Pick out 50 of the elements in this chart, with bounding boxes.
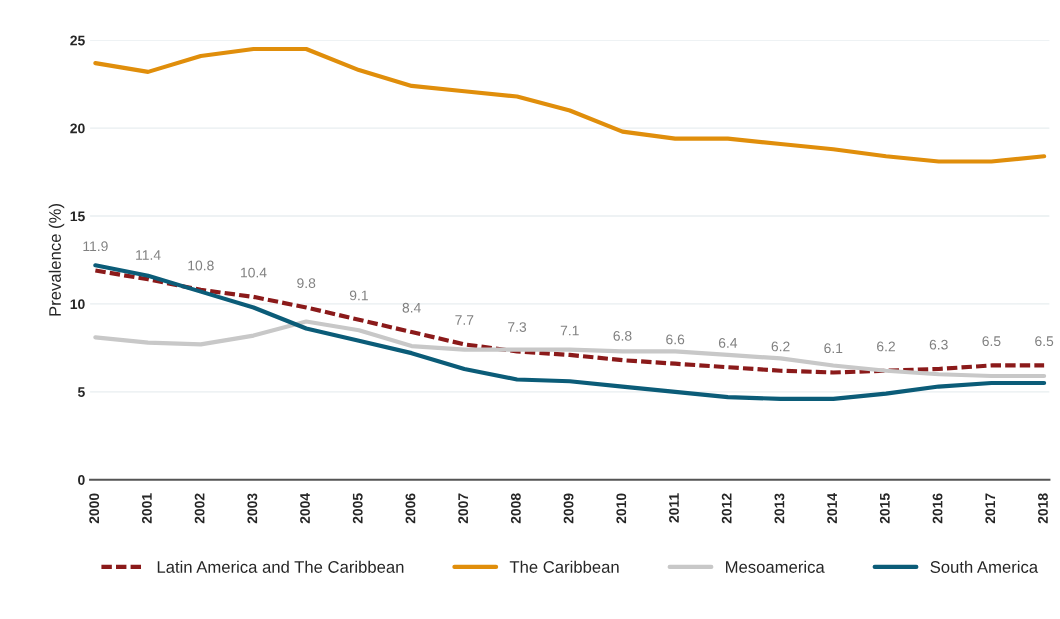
x-tick-label: 2018 bbox=[1038, 493, 1048, 524]
data-label: 6.8 bbox=[613, 330, 632, 341]
y-tick-label: 25 bbox=[70, 35, 85, 46]
data-label: 6.2 bbox=[771, 341, 790, 352]
data-label: 6.1 bbox=[824, 343, 843, 354]
x-tick-label: 2016 bbox=[932, 493, 943, 524]
legend-label: South America bbox=[930, 560, 1039, 573]
x-tick-label: 2013 bbox=[774, 493, 785, 524]
x-tick-label: 2012 bbox=[721, 493, 732, 524]
data-label: 11.4 bbox=[136, 250, 161, 260]
y-tick-label: 10 bbox=[70, 299, 85, 310]
y-tick-label: 15 bbox=[70, 211, 85, 222]
y-tick-label: 0 bbox=[78, 475, 85, 485]
x-tick-label: 2003 bbox=[247, 493, 258, 524]
data-label: 6.6 bbox=[666, 334, 685, 345]
x-tick-label: 2008 bbox=[510, 493, 521, 524]
data-label: 10.4 bbox=[241, 267, 267, 278]
data-label: 6.2 bbox=[877, 341, 895, 352]
x-tick-label: 2015 bbox=[879, 493, 890, 524]
data-label: 9.1 bbox=[349, 290, 368, 301]
x-tick-label: 2009 bbox=[563, 493, 574, 524]
data-label: 11.9 bbox=[83, 241, 108, 252]
y-axis-title: Prevalence (%) bbox=[48, 204, 65, 316]
line-series bbox=[93, 46, 1047, 164]
data-label: 6.5 bbox=[1035, 336, 1054, 347]
data-label: 6.3 bbox=[929, 339, 948, 350]
x-tick-label: 2000 bbox=[89, 493, 100, 524]
data-label: 7.3 bbox=[508, 322, 527, 332]
legend-label: Latin America and The Caribbean bbox=[157, 560, 404, 573]
data-label: 8.4 bbox=[402, 302, 421, 313]
data-label: 10.8 bbox=[188, 260, 214, 271]
y-tick-label: 5 bbox=[77, 387, 85, 397]
y-tick-label: 20 bbox=[70, 123, 85, 134]
x-tick-label: 2005 bbox=[352, 493, 363, 524]
x-tick-label: 2011 bbox=[669, 493, 679, 523]
x-tick-label: 2001 bbox=[141, 493, 152, 524]
data-label: 7.7 bbox=[455, 315, 474, 325]
legend-label: Mesoamerica bbox=[726, 560, 825, 573]
x-tick-label: 2002 bbox=[194, 493, 205, 524]
data-label: 6.4 bbox=[718, 337, 738, 348]
x-tick-label: 2010 bbox=[616, 493, 627, 524]
data-label: 6.5 bbox=[982, 336, 1001, 347]
legend-label: The Caribbean bbox=[509, 560, 619, 573]
x-tick-label: 2014 bbox=[827, 492, 838, 524]
data-label: 7.1 bbox=[560, 325, 579, 336]
data-label: 9.8 bbox=[297, 278, 316, 289]
x-tick-label: 2007 bbox=[458, 493, 469, 524]
x-tick-label: 2006 bbox=[405, 493, 416, 524]
x-tick-label: 2017 bbox=[985, 493, 996, 524]
x-tick-label: 2004 bbox=[300, 492, 310, 524]
